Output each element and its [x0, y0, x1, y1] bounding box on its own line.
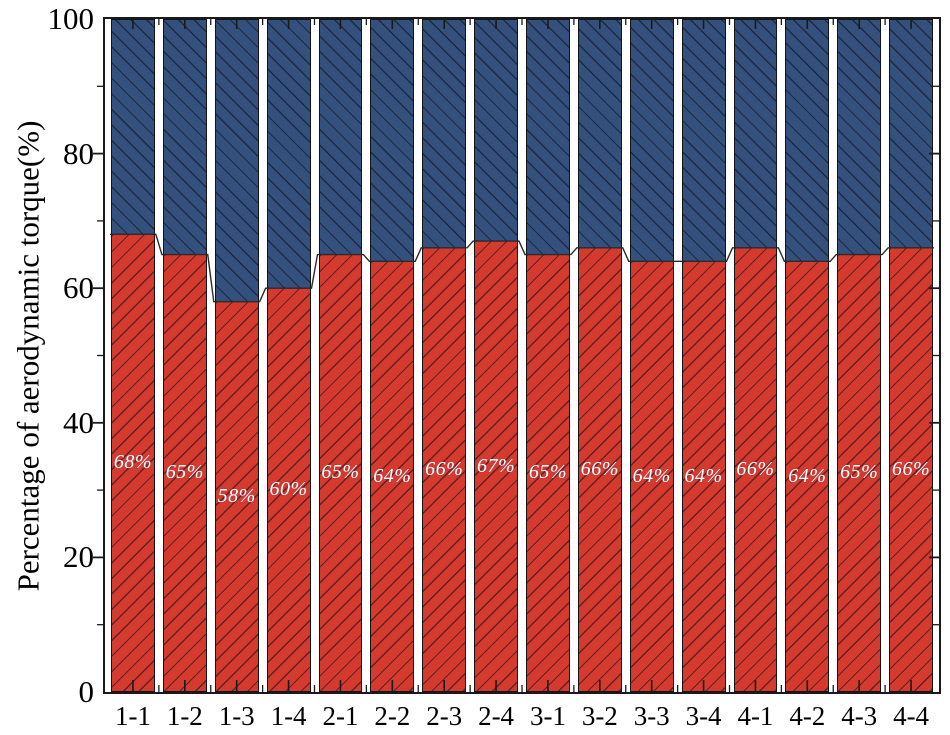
bar-lower-segment: 66%	[890, 248, 932, 691]
bar-upper-segment	[838, 20, 881, 255]
bar-upper-segment	[890, 20, 932, 249]
plot-area: 68% 65% 58% 60% 65% 64% 66% 67% 65% 66% 64% 64% 66% 6…	[103, 17, 941, 694]
bar-column: 64%	[370, 19, 415, 692]
x-tick-label: 1-1	[114, 701, 151, 731]
bar-column: 65%	[526, 19, 570, 692]
x-tick-label: 1-3	[218, 701, 255, 731]
x-tick-label: 3-3	[633, 701, 670, 731]
x-tick-label: 2-3	[426, 701, 463, 731]
x-tick-label: 3-1	[529, 701, 566, 731]
bar-lower-segment: 66%	[423, 248, 466, 691]
bar-lower-segment: 58%	[215, 301, 258, 691]
x-tick-label: 4-1	[737, 701, 774, 731]
bar-upper-segment	[734, 20, 777, 249]
bar-upper-segment	[423, 20, 466, 249]
x-tick-label: 3-2	[581, 701, 618, 731]
bar-lower-segment: 60%	[267, 288, 310, 691]
bar-lower-segment: 64%	[630, 261, 673, 691]
bar-value-label: 65%	[528, 461, 568, 484]
bar-upper-segment	[267, 20, 310, 289]
bar-value-label: 64%	[373, 464, 412, 487]
bar-value-label: 65%	[840, 461, 879, 484]
bar-column: 65%	[162, 19, 207, 692]
bar-lower-segment: 65%	[838, 254, 881, 691]
bar-column: 65%	[837, 19, 882, 692]
x-tick-label: 1-4	[270, 701, 307, 731]
bar-column: 67%	[474, 19, 518, 692]
bar-lower-segment: 65%	[527, 254, 569, 691]
bar-lower-segment: 64%	[786, 261, 829, 691]
y-tick-label: 40	[63, 404, 94, 440]
bar-lower-segment: 68%	[112, 234, 154, 691]
bar-value-label: 67%	[476, 454, 516, 477]
bar-value-label: 60%	[269, 478, 308, 501]
bar-value-label: 68%	[113, 451, 153, 474]
y-tick-label: 100	[47, 0, 95, 36]
bar-upper-segment	[371, 20, 414, 262]
bar-column: 66%	[577, 19, 622, 692]
bar-upper-segment	[112, 20, 154, 235]
bar-upper-segment	[682, 20, 725, 262]
y-tick-label: 80	[63, 135, 94, 171]
bar-value-label: 66%	[425, 458, 464, 481]
x-tick-label: 2-1	[322, 701, 359, 731]
y-tick-label: 60	[63, 270, 94, 306]
y-tick-label: 0	[78, 673, 95, 709]
bar-lower-segment: 67%	[475, 241, 517, 691]
x-tick-label: 1-2	[166, 701, 203, 731]
x-tick-label: 4-2	[789, 701, 826, 731]
x-tick-label: 3-4	[685, 701, 722, 731]
x-tick-label: 4-4	[893, 701, 930, 731]
bar-value-label: 64%	[632, 464, 671, 487]
bar-value-label: 64%	[684, 464, 723, 487]
bar-upper-segment	[319, 20, 362, 255]
bar-upper-segment	[630, 20, 673, 262]
bar-value-label: 65%	[321, 461, 360, 484]
bar-lower-segment: 64%	[682, 261, 725, 691]
x-tick-label: 2-4	[478, 701, 515, 731]
bar-upper-segment	[163, 20, 206, 255]
bar-value-label: 66%	[736, 458, 775, 481]
bar-lower-segment: 66%	[578, 248, 621, 691]
bar-upper-segment	[215, 20, 258, 302]
bar-upper-segment	[786, 20, 829, 262]
bar-value-label: 58%	[217, 484, 256, 507]
bar-lower-segment: 66%	[734, 248, 777, 691]
bar-column: 66%	[422, 19, 467, 692]
bar-column: 60%	[266, 19, 311, 692]
bar-column: 66%	[889, 19, 933, 692]
bar-lower-segment: 65%	[163, 254, 206, 691]
bar-lower-segment: 64%	[371, 261, 414, 691]
bar-column: 65%	[318, 19, 363, 692]
bar-value-label: 66%	[891, 458, 931, 481]
bar-upper-segment	[578, 20, 621, 249]
bar-value-label: 66%	[580, 458, 619, 481]
bar-column: 64%	[629, 19, 674, 692]
x-tick-label: 4-3	[841, 701, 878, 731]
bar-column: 58%	[214, 19, 259, 692]
bar-value-label: 64%	[788, 464, 827, 487]
bar-value-label: 65%	[165, 461, 204, 484]
bar-column: 64%	[681, 19, 726, 692]
y-tick-label: 20	[63, 539, 94, 575]
bar-upper-segment	[527, 20, 569, 255]
bar-upper-segment	[475, 20, 517, 242]
y-axis-title: Percentage of aerodynamic torque(%)	[10, 120, 46, 591]
bar-column: 68%	[111, 19, 155, 692]
bar-column: 64%	[785, 19, 830, 692]
bar-column: 66%	[733, 19, 778, 692]
x-tick-label: 2-2	[374, 701, 411, 731]
bar-lower-segment: 65%	[319, 254, 362, 691]
